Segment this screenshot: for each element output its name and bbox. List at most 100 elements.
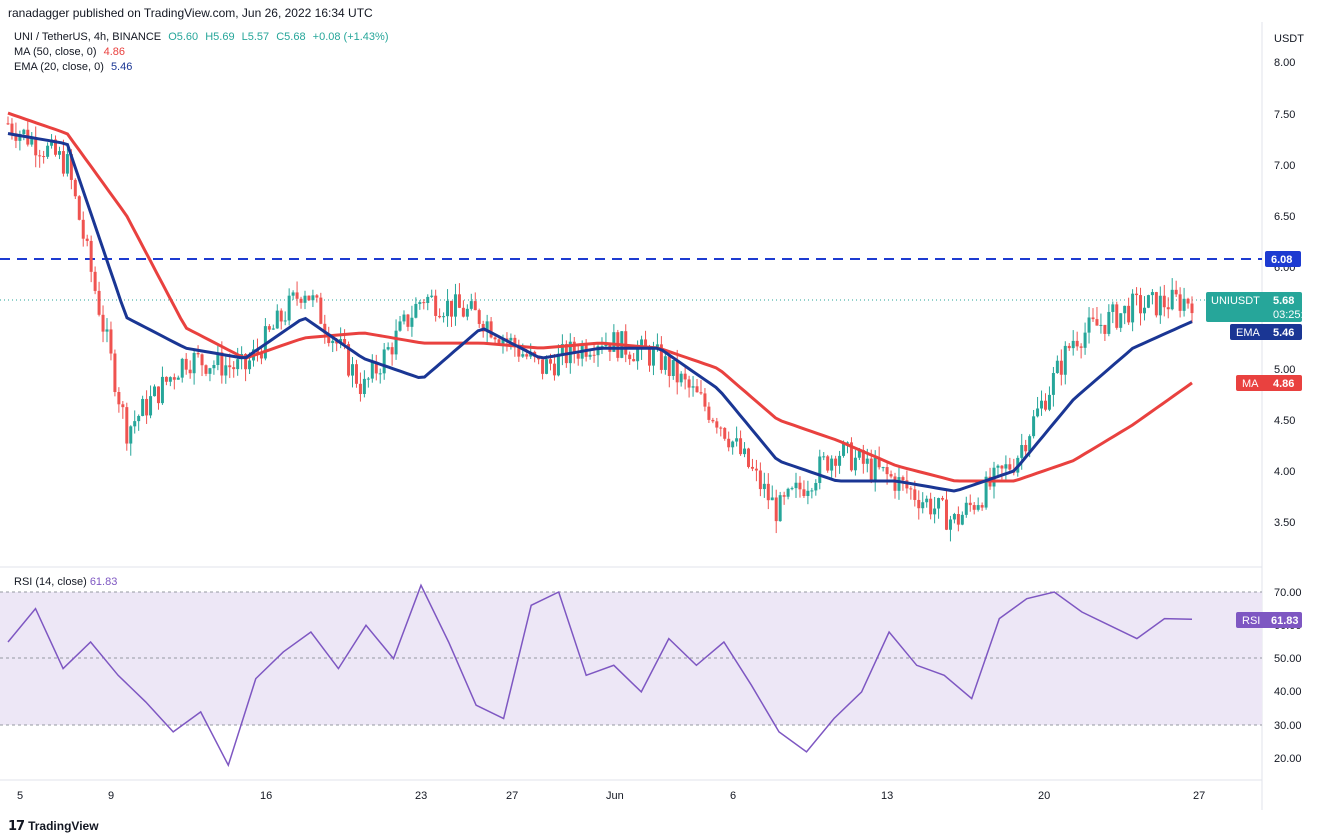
candle-body [651,348,655,366]
candle-body [1043,400,1047,410]
candle-body [236,359,240,370]
candle-body [418,302,422,304]
candle-body [1071,340,1075,349]
candle-body [271,328,275,330]
candle-body [1150,292,1154,296]
candle-body [228,365,232,368]
chart-legend: UNI / TetherUS, 4h, BINANCE O5.60 H5.69 … [14,30,393,75]
candle-body [10,123,14,134]
candle-body [430,295,434,297]
candle-body [153,386,157,397]
candle-body [735,438,739,442]
price-tick: 6.50 [1274,211,1295,223]
candle-body [331,340,335,344]
candle-body [398,321,402,331]
candle-body [667,356,671,377]
date-tick: 16 [260,790,272,802]
candle-body [343,339,347,345]
candle-body [545,359,549,374]
candle-body [830,458,834,471]
candle-body [188,369,192,374]
candle-body [647,348,651,366]
rsi-line[interactable] [7,583,1193,768]
candle-body [1158,295,1162,316]
candle-body [1119,313,1123,328]
candle-body [141,398,145,416]
candle-body [972,505,976,510]
candle-body [160,376,164,404]
ma-line[interactable] [7,111,1193,483]
candle-body [1146,295,1150,308]
candle-body [168,377,172,382]
candle-body [798,482,802,490]
candle-body [707,406,711,420]
candle-body [762,483,766,490]
candle-body [861,450,865,464]
candle-body [93,271,97,291]
rsi-tick: 20.00 [1274,753,1302,765]
legend-ema-row[interactable]: EMA (20, close, 0) 5.46 [14,60,393,75]
candle-body [699,392,703,394]
candle-body [517,347,521,357]
rsi-tag-label: RSI [1242,615,1260,627]
candle-body [675,360,679,383]
date-tick: Jun [606,790,624,802]
candle-body [1032,416,1036,437]
price-tag-symbol: UNIUSDT [1211,295,1260,307]
price-tick: 4.00 [1274,466,1295,478]
candle-body [996,465,1000,468]
candle-body [521,354,525,357]
candle-body [980,505,984,508]
candle-body [1067,345,1071,349]
candle-body [758,470,762,490]
candle-body [794,482,798,489]
resistance-tag [1265,251,1301,267]
candle-body [628,354,632,360]
candle-body [172,377,176,380]
rsi-line-group [7,583,1193,768]
candle-body [287,295,291,321]
tradingview-brand[interactable]: 𝟭𝟳 TradingView [8,818,99,834]
candle-body [394,330,398,355]
candle-body [477,310,481,324]
legend-ma-row[interactable]: MA (50, close, 0) 4.86 [14,45,393,60]
candle-body [1059,360,1063,375]
candle-body [54,139,58,155]
ema-line[interactable] [7,132,1193,493]
candle-body [18,134,22,141]
candle-body [913,489,917,500]
candle-body [442,316,446,318]
legend-ohlc-row[interactable]: UNI / TetherUS, 4h, BINANCE O5.60 H5.69 … [14,30,393,45]
candle-body [1107,311,1111,334]
candle-body [925,498,929,503]
candle-body [632,359,636,362]
legend-symbol: UNI / TetherUS, 4h, BINANCE [14,31,162,43]
tradingview-logo-icon: 𝟭𝟳 [8,818,25,833]
candle-body [453,294,457,317]
ema-tag-value: 5.46 [1273,327,1294,339]
candle-body [588,354,592,357]
legend-low: L5.57 [241,31,270,43]
candle-body [50,139,54,146]
candle-body [790,488,794,490]
legend-ma-label: MA (50, close, 0) [14,46,97,58]
candle-body [1024,445,1028,452]
date-tick: 20 [1038,790,1050,802]
candle-body [711,419,715,422]
candle-body [204,365,208,374]
candle-body [30,137,34,145]
candle-body [125,407,129,444]
candle-body [65,154,69,174]
rsi-legend[interactable]: RSI (14, close) 61.83 [14,576,117,588]
rsi-tick: 70.00 [1274,587,1302,599]
candle-body [1170,289,1174,310]
ma-tag-value: 4.86 [1273,378,1294,390]
candle-body [1103,324,1107,334]
candle-body [109,329,113,354]
published-by-text: ranadagger published on TradingView.com,… [8,6,373,20]
candle-body [640,339,644,350]
candle-body [216,352,220,365]
candle-body [731,441,735,448]
indicator-lines-group [7,111,1193,493]
